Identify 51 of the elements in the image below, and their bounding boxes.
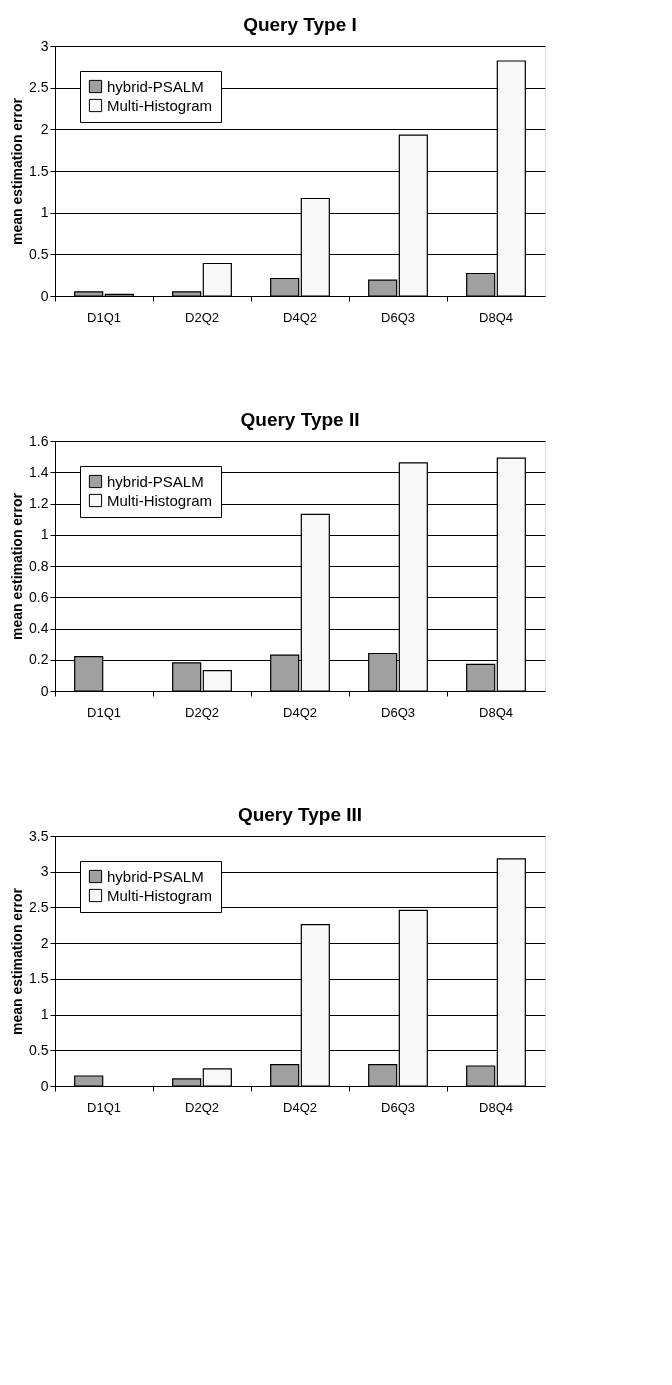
legend-label: Multi-Histogram (107, 491, 213, 509)
x-tick-label: D8Q4 (479, 309, 513, 325)
y-tick-label: 0.2 (29, 651, 49, 668)
legend-label: hybrid-PSALM (107, 77, 204, 95)
x-tick-label: D1Q1 (87, 1099, 121, 1115)
chart-title: Query Type I (243, 14, 357, 35)
x-tick-label: D4Q2 (283, 309, 317, 325)
y-tick-label: 0 (40, 682, 49, 699)
y-tick-label: 0 (40, 287, 49, 304)
x-tick-label: D8Q4 (479, 1099, 513, 1115)
legend-label: hybrid-PSALM (107, 867, 204, 885)
y-tick-label: 3 (40, 863, 49, 880)
y-tick-label: 0.5 (29, 1041, 49, 1058)
legend-label: hybrid-PSALM (107, 472, 204, 490)
x-tick-label: D2Q2 (185, 704, 219, 720)
y-tick-label: 2 (40, 120, 49, 137)
x-tick-label: D2Q2 (185, 1099, 219, 1115)
y-tick-label: 3.5 (29, 827, 49, 844)
y-tick-label: 0.8 (29, 557, 49, 574)
y-tick-label: 1.6 (29, 432, 49, 449)
y-tick-label: 0.4 (29, 620, 49, 636)
legend-label: Multi-Histogram (107, 96, 213, 114)
y-tick-label: 1.2 (29, 495, 49, 511)
y-tick-label: 1 (40, 526, 49, 543)
x-tick-label: D6Q3 (381, 704, 415, 720)
y-axis-title: mean estimation error (9, 97, 26, 246)
y-tick-label: 2.5 (29, 898, 49, 915)
x-tick-label: D6Q3 (381, 309, 415, 325)
x-tick-label: D4Q2 (283, 704, 317, 720)
y-tick-label: 1.5 (29, 970, 49, 987)
x-tick-label: D8Q4 (479, 704, 513, 720)
x-tick-label: D4Q2 (283, 1099, 317, 1115)
chart-title: Query Type II (240, 409, 360, 430)
y-tick-label: 0.6 (29, 588, 49, 605)
y-tick-label: 1 (40, 1006, 49, 1023)
y-tick-label: 1 (40, 204, 49, 221)
y-axis-title: mean estimation error (9, 887, 26, 1036)
y-tick-label: 0 (40, 1077, 49, 1094)
y-tick-label: 0.5 (29, 245, 49, 262)
x-tick-label: D6Q3 (381, 1099, 415, 1115)
x-tick-label: D1Q1 (87, 704, 121, 720)
y-tick-label: 3 (40, 37, 49, 54)
y-tick-label: 1.5 (29, 162, 49, 179)
y-tick-label: 2 (40, 934, 49, 951)
x-tick-label: D1Q1 (87, 309, 121, 325)
y-tick-label: 1.4 (29, 463, 49, 480)
y-tick-label: 2.5 (29, 79, 49, 96)
legend-label: Multi-Histogram (107, 886, 213, 904)
x-tick-label: D2Q2 (185, 309, 219, 325)
chart-title: Query Type III (237, 804, 363, 825)
y-axis-title: mean estimation error (9, 492, 26, 641)
